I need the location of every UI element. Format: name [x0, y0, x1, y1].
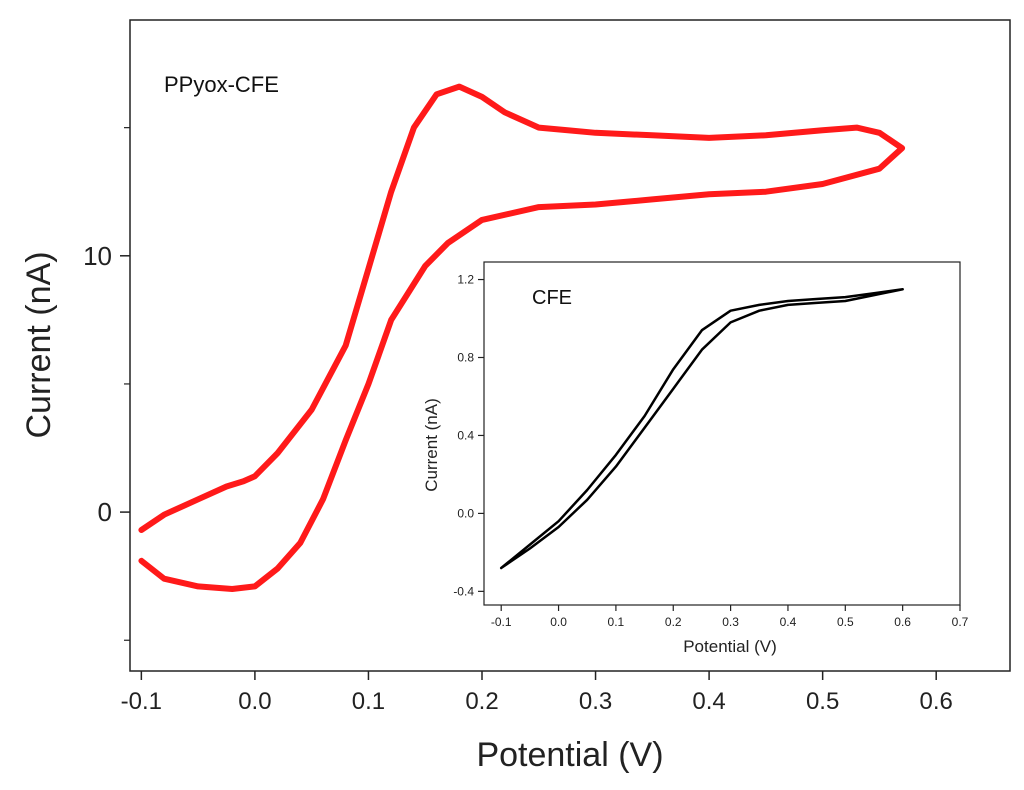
ppyox-cfe-curve — [138, 83, 906, 592]
inset-y-tick-label: 0.0 — [457, 506, 474, 520]
inset-x-tick-label: 0.6 — [894, 615, 911, 629]
inset-x-tick-label: 0.7 — [952, 615, 969, 629]
inset-x-tick-label: 0.0 — [550, 615, 567, 629]
main-y-tick-label: 10 — [83, 241, 112, 271]
main-plot: -0.1 0.0 0.1 0.2 0.3 0.4 0.5 0.6 0 10 PPyox-CFE P… — [20, 19, 1011, 774]
main-x-tick-label: -0.1 — [121, 688, 162, 715]
main-x-tick-label: 0.3 — [579, 688, 612, 715]
main-x-tick-label: 0.0 — [238, 688, 271, 715]
main-y-tick-label: 0 — [98, 497, 112, 527]
inset-x-tick-label: 0.4 — [780, 615, 797, 629]
inset-x-tick-label: -0.1 — [491, 615, 512, 629]
main-x-tick-label: 0.4 — [692, 688, 725, 715]
inset-y-tick-label: -0.4 — [453, 584, 474, 598]
main-plot-frame — [129, 19, 1011, 672]
inset-annotation-label: CFE — [532, 287, 572, 309]
main-x-tick-label: 0.1 — [352, 688, 385, 715]
inset-x-tick-label: 0.1 — [608, 615, 625, 629]
inset-axis-ticks: -0.1 0.0 0.1 0.2 0.3 0.4 0.5 0.6 0.7 -0.4 0.0 0.4 0.… — [453, 273, 968, 629]
main-x-tick-label: 0.6 — [920, 688, 953, 715]
inset-y-tick-label: 0.4 — [457, 428, 474, 442]
main-annotation-label: PPyox-CFE — [164, 72, 279, 97]
inset-x-tick-label: 0.3 — [722, 615, 739, 629]
cfe-curve — [499, 288, 904, 570]
main-x-tick-label: 0.5 — [806, 688, 839, 715]
main-x-tick-label: 0.2 — [465, 688, 498, 715]
inset-y-axis-title: Current (nA) — [422, 398, 441, 492]
inset-y-tick-label: 1.2 — [457, 273, 474, 287]
main-x-axis-title: Potential (V) — [476, 736, 663, 774]
inset-x-axis-title: Potential (V) — [683, 637, 777, 656]
inset-x-tick-label: 0.5 — [837, 615, 854, 629]
inset-plot-frame — [483, 261, 961, 606]
main-y-axis-title: Current (nA) — [20, 251, 58, 438]
inset-y-tick-label: 0.8 — [457, 350, 474, 364]
inset-plot: -0.1 0.0 0.1 0.2 0.3 0.4 0.5 0.6 0.7 -0.4 0.0 0.4 0.… — [422, 261, 969, 656]
main-axis-ticks: -0.1 0.0 0.1 0.2 0.3 0.4 0.5 0.6 0 10 — [83, 127, 953, 715]
inset-x-tick-label: 0.2 — [665, 615, 682, 629]
